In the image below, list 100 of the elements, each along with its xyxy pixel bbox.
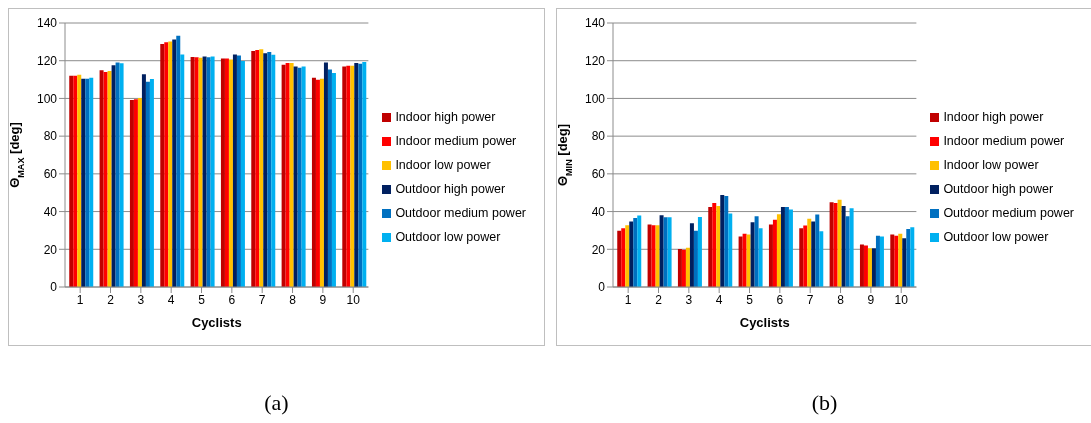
y-tick-label: 60 bbox=[43, 167, 58, 182]
bar bbox=[754, 216, 759, 287]
legend-label: Outdoor high power bbox=[395, 182, 506, 196]
bar bbox=[677, 249, 682, 287]
legend-label: Indoor low power bbox=[395, 158, 491, 172]
bar bbox=[323, 62, 328, 287]
legend-label: Indoor medium power bbox=[395, 134, 517, 148]
bar bbox=[845, 216, 850, 287]
bar bbox=[220, 58, 225, 287]
bar bbox=[837, 199, 842, 287]
y-tick-label: 20 bbox=[591, 242, 606, 257]
bar bbox=[236, 55, 241, 287]
bar bbox=[742, 233, 747, 287]
bar bbox=[224, 58, 229, 287]
bar bbox=[251, 51, 256, 287]
bar bbox=[311, 77, 316, 287]
bar bbox=[190, 56, 195, 287]
bar bbox=[206, 57, 211, 287]
bar bbox=[910, 227, 915, 287]
bar bbox=[811, 221, 816, 287]
legend-label: Outdoor medium power bbox=[395, 206, 526, 220]
bar bbox=[85, 78, 90, 287]
bar bbox=[898, 233, 903, 287]
bar bbox=[663, 217, 668, 287]
bar bbox=[285, 62, 290, 287]
bar bbox=[697, 217, 702, 287]
x-tick-label: 3 bbox=[137, 292, 145, 307]
bar bbox=[73, 75, 78, 287]
bar bbox=[720, 194, 725, 287]
bar bbox=[301, 66, 306, 287]
y-tick-label: 140 bbox=[36, 16, 58, 31]
bar bbox=[875, 235, 880, 287]
bar bbox=[799, 228, 804, 287]
bar bbox=[776, 214, 781, 287]
x-axis-title: Cyclists bbox=[739, 315, 790, 330]
y-tick-label: 40 bbox=[43, 204, 58, 219]
bar bbox=[129, 99, 134, 287]
bar bbox=[133, 99, 138, 287]
legend-label: Outdoor high power bbox=[943, 182, 1054, 196]
bar bbox=[890, 234, 895, 287]
bar bbox=[331, 72, 336, 287]
bar bbox=[255, 49, 260, 287]
bar bbox=[350, 65, 355, 287]
bar bbox=[859, 244, 864, 287]
x-tick-label: 10 bbox=[894, 292, 909, 307]
x-tick-label: 4 bbox=[167, 292, 175, 307]
x-tick-label: 9 bbox=[867, 292, 875, 307]
bar bbox=[319, 78, 324, 287]
legend-label: Outdoor medium power bbox=[943, 206, 1074, 220]
bar bbox=[768, 224, 773, 287]
bar bbox=[738, 236, 743, 287]
bar bbox=[667, 217, 672, 287]
y-tick-label: 120 bbox=[36, 53, 58, 68]
x-tick-label: 9 bbox=[319, 292, 327, 307]
bar bbox=[198, 57, 203, 287]
y-tick-label: 100 bbox=[584, 91, 606, 106]
bar bbox=[259, 49, 264, 287]
y-tick-label: 100 bbox=[36, 91, 58, 106]
bar bbox=[168, 41, 173, 287]
x-tick-label: 1 bbox=[624, 292, 632, 307]
bar bbox=[902, 238, 907, 287]
bar bbox=[281, 64, 286, 287]
y-tick-label: 0 bbox=[50, 280, 58, 295]
x-tick-label: 7 bbox=[806, 292, 814, 307]
bar bbox=[263, 53, 268, 287]
bar bbox=[111, 65, 116, 287]
bar bbox=[240, 60, 245, 287]
x-tick-label: 5 bbox=[746, 292, 754, 307]
x-tick-label: 4 bbox=[715, 292, 723, 307]
bar bbox=[137, 98, 142, 287]
legend-label: Indoor low power bbox=[943, 158, 1039, 172]
bar bbox=[271, 54, 276, 287]
bar bbox=[833, 203, 838, 287]
bar bbox=[750, 222, 755, 287]
y-tick-label: 80 bbox=[43, 129, 58, 144]
bar bbox=[629, 221, 634, 287]
bar bbox=[210, 56, 215, 287]
legend-label: Indoor high power bbox=[943, 110, 1044, 124]
y-tick-label: 40 bbox=[591, 204, 606, 219]
bar bbox=[621, 228, 626, 287]
bar bbox=[232, 54, 237, 287]
bar bbox=[689, 223, 694, 287]
bar bbox=[342, 66, 347, 287]
bar bbox=[115, 62, 120, 287]
bar bbox=[712, 203, 717, 287]
legend-label: Indoor high power bbox=[395, 110, 496, 124]
bar bbox=[637, 215, 642, 287]
bar bbox=[164, 42, 169, 287]
bar bbox=[202, 56, 207, 287]
bar bbox=[803, 225, 808, 287]
x-tick-label: 10 bbox=[346, 292, 361, 307]
bar bbox=[807, 218, 812, 287]
bar bbox=[784, 207, 789, 287]
bar bbox=[647, 224, 652, 287]
bar bbox=[228, 59, 233, 287]
y-tick-label: 120 bbox=[584, 53, 606, 68]
legend-label: Outdoor low power bbox=[395, 230, 501, 244]
bar bbox=[180, 54, 185, 287]
bar bbox=[815, 214, 820, 287]
x-tick-label: 3 bbox=[685, 292, 693, 307]
